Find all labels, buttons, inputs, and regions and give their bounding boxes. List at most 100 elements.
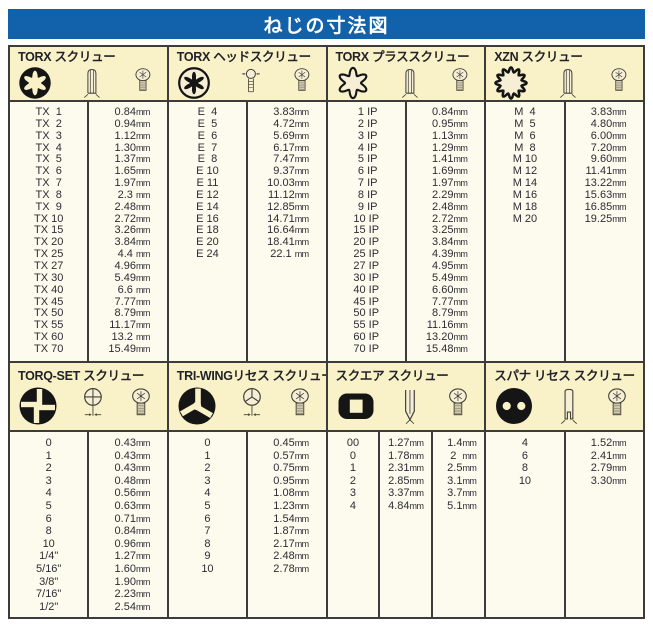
value-column: 0.45mm 0.57mm 0.75mm 0.95mm 1.08mm 1.23mm 1.54… xyxy=(246,432,325,617)
size-label: 8 xyxy=(204,537,211,550)
section-header: XZN スクリュー xyxy=(486,47,643,102)
size-value: 1.29mm xyxy=(407,142,484,155)
size-number: 11.16 xyxy=(426,319,454,332)
size-value: 0.43mm xyxy=(89,437,166,450)
torx-socket-icon xyxy=(18,66,52,100)
unit-label: mm xyxy=(612,154,626,165)
size-number: 2.31 xyxy=(388,462,410,475)
size-label: M 4 xyxy=(514,106,536,118)
size-label: TX 15 xyxy=(34,224,64,237)
size-value: 0.94mm xyxy=(89,118,166,131)
size-label: 3 xyxy=(45,474,52,487)
unit-label: mm xyxy=(135,551,150,562)
unit-label: mm xyxy=(453,189,468,200)
size-number: 4.95 xyxy=(432,259,454,272)
size-value: 1.37mm xyxy=(89,153,166,166)
size-label: M 12 xyxy=(512,165,538,178)
size-label: M 20 xyxy=(512,212,538,225)
size-value: 0.84mm xyxy=(407,106,484,119)
size-number: 1.12 xyxy=(114,129,136,142)
size-number: 0.71 xyxy=(114,512,136,525)
section-title: スパナ リセス スクリュー xyxy=(494,369,635,383)
value-column: 1.4mm 2 mm 2.5mm 3.1mm 3.7mm 5.1mm xyxy=(431,432,484,617)
size-number: 19.25 xyxy=(584,212,613,225)
icon-row xyxy=(494,386,630,426)
size-number: 13.22 xyxy=(584,177,613,190)
unit-label: mm xyxy=(135,189,150,200)
page-title: ねじの寸法図 xyxy=(8,9,645,39)
size-label: TX 9 xyxy=(35,200,62,213)
size-label: E 7 xyxy=(197,141,218,154)
size-value: 1.97mm xyxy=(89,177,166,190)
size-number: 7.77 xyxy=(432,295,454,308)
size-label: 7/16" xyxy=(36,588,62,601)
size-label: TX 6 xyxy=(35,165,62,178)
size-value: 13.22mm xyxy=(566,177,643,190)
unit-label: mm xyxy=(453,343,468,354)
label-column: TX 1 TX 2 TX 3 TX 4 TX 5 TX 6 TX 7 TX 8 TX 9 TX 1… xyxy=(10,102,87,361)
size-number: 14.71 xyxy=(267,212,295,225)
icon-row xyxy=(336,66,472,100)
size-value: 2.72mm xyxy=(89,213,166,226)
size-label: 6 xyxy=(45,512,52,525)
size-number: 0.84 xyxy=(114,106,136,118)
size-number: 0.84 xyxy=(114,525,136,538)
section-title: XZN スクリュー xyxy=(494,50,583,64)
unit-label: mm xyxy=(612,201,626,212)
unit-label: mm xyxy=(294,438,309,448)
unit-label: mm xyxy=(409,463,424,474)
size-value: 8.79mm xyxy=(89,307,166,320)
size-value: 4.39mm xyxy=(407,248,484,261)
size-label: 10 xyxy=(518,474,532,487)
unit-label: mm xyxy=(135,166,150,177)
size-number: 13.20 xyxy=(425,331,454,344)
size-value: 2.48mm xyxy=(407,200,484,214)
size-number: 2.17 xyxy=(273,537,295,550)
screw-top-icon xyxy=(608,67,630,99)
unit-label: mm xyxy=(462,500,477,511)
bit-side-icon xyxy=(399,67,421,99)
value-column: 1.52mm 2.41mm 2.79mm 3.30mm xyxy=(563,432,643,617)
size-number: 1.60 xyxy=(114,562,136,575)
size-number: 1.27 xyxy=(114,550,136,563)
unit-label: mm xyxy=(135,538,150,549)
size-number: 6.17 xyxy=(273,141,295,154)
size-number: 4.84 xyxy=(388,499,410,512)
tri-wing-socket-icon xyxy=(177,386,217,426)
size-value: 0.95mm xyxy=(407,118,484,131)
unit-label: mm xyxy=(135,225,150,236)
unit-label: mm xyxy=(135,589,150,600)
section-header: TORX プラススクリュー xyxy=(327,47,485,102)
size-value: 2 mm xyxy=(433,450,484,463)
unit-label: mm xyxy=(409,475,424,486)
size-label: 27 IP xyxy=(353,259,380,272)
size-number: 0.63 xyxy=(114,499,136,512)
section-body: TX 1 TX 2 TX 3 TX 4 TX 5 TX 6 TX 7 TX 8 TX 9 TX 1… xyxy=(10,102,167,361)
size-number: 4.39 xyxy=(432,248,454,261)
screw-top-icon xyxy=(132,67,154,99)
size-value: 1.54mm xyxy=(248,513,325,526)
unit-label: mm xyxy=(135,213,150,224)
size-value: 2.31mm xyxy=(380,462,431,475)
bit-side-icon xyxy=(81,67,103,99)
size-value: 2.78mm xyxy=(248,563,325,576)
unit-label: mm xyxy=(294,142,309,153)
size-number: 1.08 xyxy=(273,487,295,500)
unit-label: mm xyxy=(294,551,309,562)
size-value: 1.97mm xyxy=(407,177,484,190)
size-number: 0.75 xyxy=(273,462,295,475)
size-value: 4.95mm xyxy=(407,259,484,273)
screw-top-icon xyxy=(291,67,313,99)
torx-plus-icon xyxy=(336,66,370,100)
size-label: M 5 xyxy=(514,117,536,130)
unit-label: mm xyxy=(612,130,626,141)
size-label: 5 IP xyxy=(354,153,378,166)
size-value: 4.96mm xyxy=(89,260,166,273)
unit-label: mm xyxy=(135,343,150,354)
section-header: TORQ-SET スクリュー xyxy=(10,363,167,432)
size-number: 2.48 xyxy=(432,200,454,213)
unit-label: mm xyxy=(294,488,309,499)
size-label: E 20 xyxy=(196,236,219,249)
